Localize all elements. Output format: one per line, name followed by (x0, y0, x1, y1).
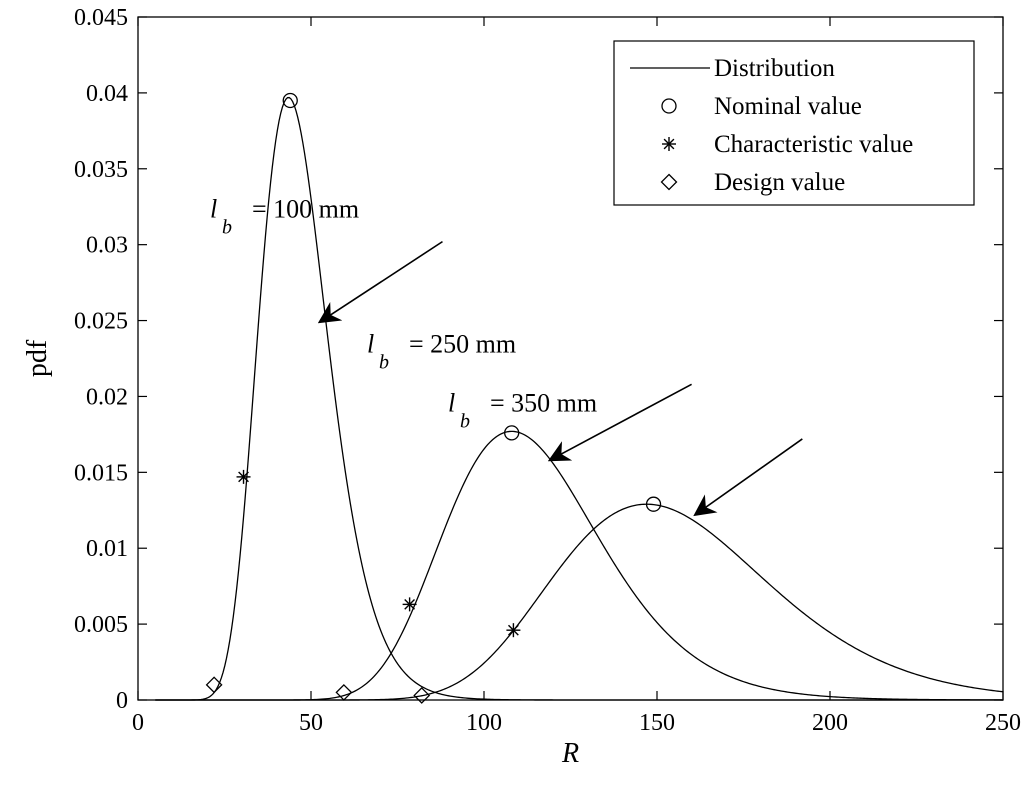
distribution-curve-1 (155, 96, 1003, 701)
plot-area: 0 50 100 150 200 250 0 0.005 0.01 0.015 0.02 0.025 0… (22, 5, 1021, 769)
asterisk-stroke (404, 598, 416, 610)
design-value-point-1 (205, 676, 223, 694)
y-tick-label: 0.025 (74, 309, 128, 335)
annotation-variable: l (448, 389, 455, 418)
legend-diamond-marker (660, 173, 678, 191)
legend: Distribution Nominal value Characteristic … (613, 40, 975, 206)
annotation-label: = 350 mm (490, 389, 597, 418)
y-tick-label: 0.035 (74, 157, 128, 183)
x-tick-label: 250 (985, 710, 1021, 736)
y-tick-label: 0 (116, 688, 128, 714)
design-value-point-3 (413, 687, 431, 704)
x-tick-label: 200 (812, 710, 848, 736)
annotation-arrow (317, 240, 443, 324)
y-tick-label: 0.015 (74, 460, 128, 486)
legend-label-4: Design value (714, 169, 845, 196)
legend-asterisk-marker (662, 137, 676, 151)
legend-label-1: Distribution (714, 55, 835, 82)
x-axis-label: R (561, 738, 579, 769)
characteristic-value-point-1 (236, 469, 251, 484)
x-tick-label: 100 (466, 710, 502, 736)
y-axis-label: pdf (22, 339, 53, 377)
nominal-value-point-3 (645, 496, 662, 512)
annotation-label: = 250 mm (409, 329, 516, 358)
annotation-variable: l (367, 329, 374, 358)
asterisk-stroke (238, 471, 249, 483)
y-tick-label: 0.005 (74, 612, 128, 638)
annotation-1: lb = 100 mm (210, 194, 443, 324)
distribution-curve-3 (155, 503, 1004, 701)
annotation-subscript: b (460, 411, 470, 433)
legend-circle-marker (661, 98, 677, 114)
asterisk-stroke (663, 138, 675, 150)
annotation-subscript: b (222, 216, 232, 238)
annotation-arrow (547, 383, 692, 462)
design-value-point-2 (335, 683, 353, 701)
x-tick-label: 50 (299, 710, 323, 736)
nominal-value-point-1 (282, 92, 298, 109)
characteristic-value-point-2 (402, 597, 417, 612)
annotation-label: = 100 mm (252, 194, 359, 223)
annotation-arrow (693, 438, 803, 517)
y-tick-label: 0.045 (74, 5, 128, 31)
legend-label-2: Nominal value (714, 93, 862, 120)
asterisk-stroke (508, 624, 519, 636)
y-tick-label: 0.01 (86, 536, 128, 562)
x-tick-label: 150 (639, 710, 675, 736)
annotation-subscript: b (379, 351, 389, 373)
annotation-3: lb = 350 mm (448, 389, 803, 517)
annotation-2: lb= 250 mm (367, 329, 692, 462)
annotation-variable: l (210, 194, 217, 223)
nominal-value-point-2 (504, 425, 520, 441)
y-tick-label: 0.02 (86, 384, 128, 410)
y-tick-label: 0.04 (86, 81, 128, 107)
legend-label-3: Characteristic value (714, 131, 913, 158)
y-tick-label: 0.03 (86, 233, 128, 259)
characteristic-value-point-3 (506, 623, 521, 638)
x-tick-label: 0 (132, 710, 144, 736)
distribution-curve-2 (155, 430, 1003, 701)
